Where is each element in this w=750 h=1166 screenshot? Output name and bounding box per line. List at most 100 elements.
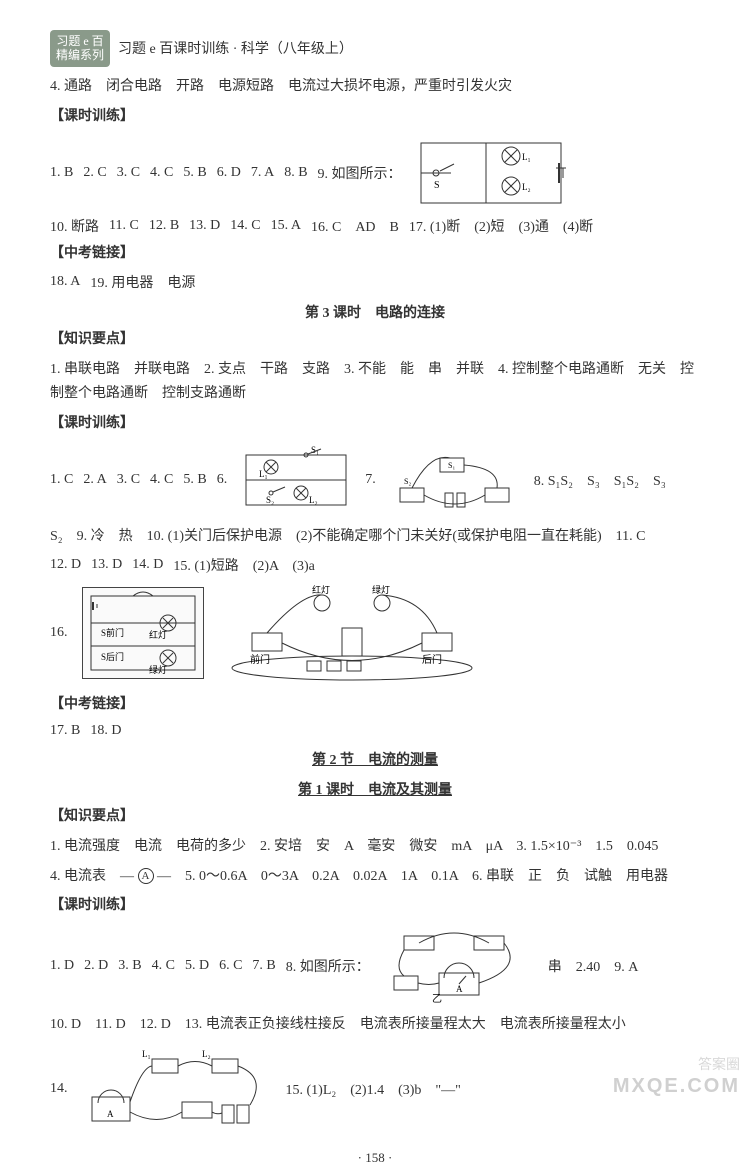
svg-text:L₁: L₁ [522,152,531,162]
ans: 17. B [50,723,80,739]
ans: 6. [217,472,228,488]
svg-text:S₂: S₂ [404,477,411,486]
watermark-brand: 答案圈 [698,1054,740,1074]
q16-row: 16. S前门 红灯 S后门 绿灯 前门 后门 红灯 绿灯 [50,579,700,687]
ans: 5. B [183,472,206,488]
ans: 11. C [109,218,139,234]
ans: 14. C [230,218,260,234]
ans: 8. B [284,165,307,181]
q16-label: 16. [50,625,68,641]
train-label-2: 【课时训练】 [50,412,700,436]
ans: 5. B [183,165,206,181]
kp2-line1: 1. 电流强度 电流 电荷的多少 2. 安培 安 A 毫安 微安 mA μA 3… [50,835,700,859]
svg-text:S₂: S₂ [266,495,274,505]
s-back-label: S后门 [101,651,124,662]
red-label-2: 红灯 [312,584,330,595]
ans: 1. B [50,165,73,181]
ans: 1. C [50,472,73,488]
sec2-title2-text: 第 1 课时 电流及其测量 [298,783,452,798]
ans: 18. D [90,723,121,739]
sec2-title1: 第 2 节 电流的测量 [50,749,700,769]
svg-text:A: A [456,984,463,994]
ans: 2. D [84,958,108,974]
ammeter-symbol-icon: A [138,868,154,884]
green-label-2: 绿灯 [372,584,390,595]
ans: 6. D [217,165,241,181]
ans: 7. B [252,958,275,974]
circuit-diagram-q16a: S前门 红灯 S后门 绿灯 [82,587,204,679]
ans: 12. B [149,218,179,234]
ans: 8. S₁S₂ S₃ S₁S₂ S₃ [534,470,666,490]
link-label-1: 【中考链接】 [50,242,700,266]
badge-top: 习题 e 百 [56,34,104,48]
ans: 串 2.40 9. A [548,956,639,976]
page-number: · 158 · [50,1150,700,1166]
q14-label: 14. [50,1081,68,1097]
ans: 19. 用电器 电源 [90,272,195,292]
circuit-diagram-q8: A 乙 [384,928,534,1003]
ans: 10. 断路 [50,216,99,236]
ans: 4. C [150,472,173,488]
green-label: 绿灯 [149,664,167,675]
ans: 13. D [91,557,122,573]
kp2-pre: 4. 电流表 — [50,869,134,884]
link1-row: 18. A 19. 用电器 电源 [50,272,700,292]
ans: 2. C [83,165,106,181]
kp-text-1: 1. 串联电路 并联电路 2. 支点 干路 支路 3. 不能 能 串 并联 4.… [50,358,700,406]
back-door-label: 后门 [422,653,442,666]
train3-rowF: 10. D 11. D 12. D 13. 电流表正负接线柱接反 电流表所接量程… [50,1013,700,1037]
ans: 9. 如图所示： [318,163,402,183]
badge-bottom: 精编系列 [56,48,104,62]
link2-row: 17. B 18. D [50,723,700,739]
ans: 13. D [189,218,220,234]
q4-line: 4. 通路 闭合电路 开路 电源短路 电流过大损坏电源，严重时引发火灾 [50,75,700,99]
sec2-title1-text: 第 2 节 电流的测量 [312,753,438,768]
page-header: 习题 e 百 精编系列 习题 e 百课时训练 · 科学（八年级上） [50,30,700,67]
watermark-url: MXQE.COM [613,1075,740,1098]
svg-text:L₂: L₂ [202,1049,211,1059]
train1-row1: 1. B 2. C 3. C 4. C 5. B 6. D 7. A 8. B … [50,134,700,212]
ans: 3. B [118,958,141,974]
train2-rowB: S₂ 9. 冷 热 10. (1)关门后保护电源 (2)不能确定哪个门未关好(或… [50,525,700,549]
front-door-label: 前门 [250,653,270,666]
ans: 18. A [50,274,80,290]
ans: 4. C [150,165,173,181]
q15-text: 15. (1)L₂ (2)1.4 (3)b "—" [286,1079,461,1099]
q14-row: 14. A L₁ L₂ 15. (1)L₂ (2)1.4 (3)b "—" [50,1043,700,1136]
kp-label-2: 【知识要点】 [50,805,700,829]
link-label-2: 【中考链接】 [50,693,700,717]
train-label-3: 【课时训练】 [50,894,700,918]
ans: 7. A [251,165,274,181]
svg-text:S: S [434,180,440,191]
svg-text:L₁: L₁ [142,1049,151,1059]
red-label: 红灯 [149,629,167,640]
ans: 5. D [185,958,209,974]
ans: 15. (1)短路 (2)A (3)a [173,555,315,575]
ans: 7. [365,472,376,488]
circuit-diagram-q16b: 前门 后门 红灯 绿灯 [222,583,482,683]
sec2-title2: 第 1 课时 电流及其测量 [50,779,700,799]
circuit-diagram-q14: A L₁ L₂ [82,1047,272,1132]
train-label-1: 【课时训练】 [50,105,700,129]
ans: 4. C [152,958,175,974]
kp-label-1: 【知识要点】 [50,328,700,352]
ans: 12. D [50,557,81,573]
ans: 2. A [83,472,106,488]
ans: 16. C AD B [311,216,399,236]
train2-rowA: 1. C 2. A 3. C 4. C 5. B 6. L₁ S₁ L₂ S₂ … [50,441,700,519]
train3-rowE: 1. D 2. D 3. B 4. C 5. D 6. C 7. B 8. 如图… [50,924,700,1007]
svg-text:L₂: L₂ [309,495,318,505]
svg-text:S₁: S₁ [448,461,455,470]
ans: 1. D [50,958,74,974]
ans: 3. C [117,165,140,181]
svg-text:L₂: L₂ [522,182,531,192]
ans: 14. D [132,557,163,573]
s-front-label: S前门 [101,627,124,638]
book-title: 习题 e 百课时训练 · 科学（八年级上） [118,38,353,58]
kp2-post: — 5. 0～0.6A 0～3A 0.2A 0.02A 1A 0.1A 6. 串… [157,869,668,884]
ans: 8. 如图所示： [286,956,370,976]
ans: 15. A [271,218,301,234]
ans: 3. C [117,472,140,488]
circuit-diagram-q9: S L₁ L₂ [416,138,566,208]
svg-text:乙: 乙 [432,993,442,1003]
